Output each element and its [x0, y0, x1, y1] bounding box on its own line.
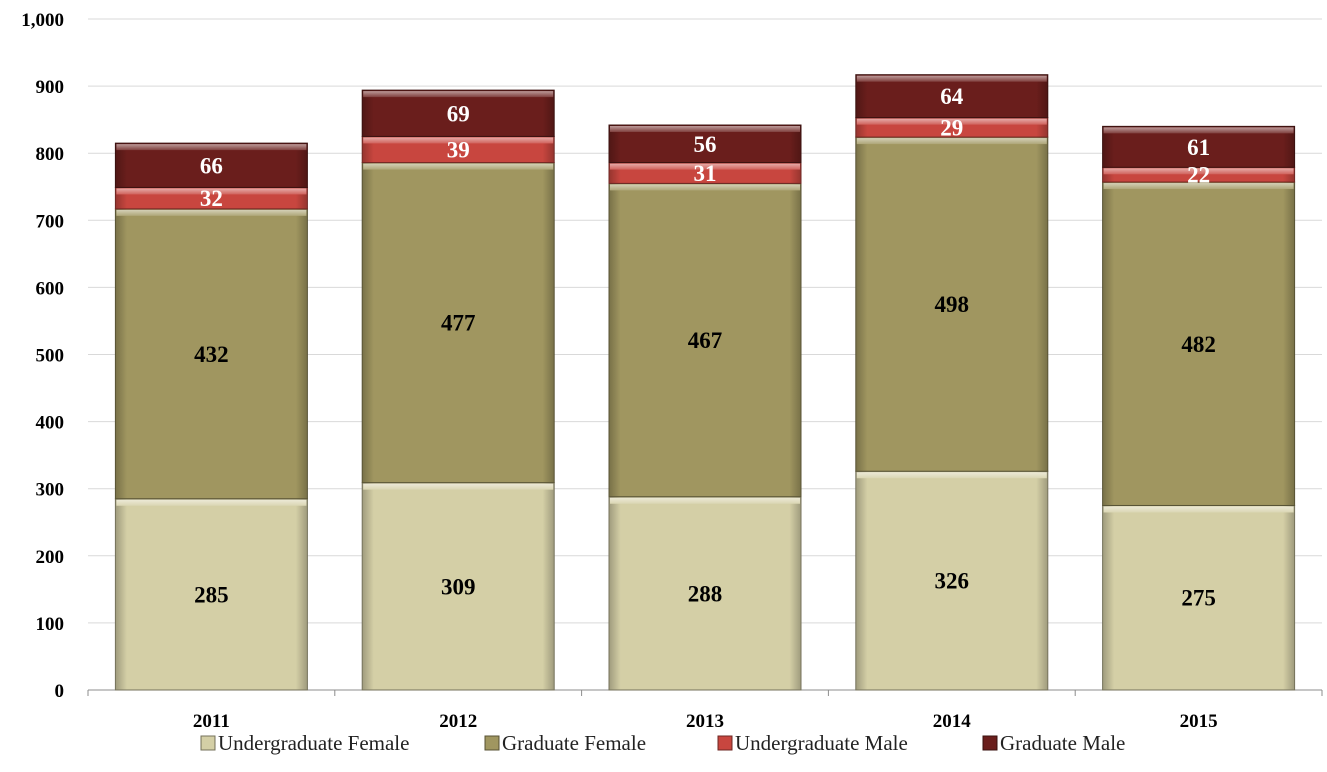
bar-bevel: [363, 483, 554, 490]
legend-label: Undergraduate Female: [218, 731, 409, 755]
data-label-graduate-male-2012: 69: [447, 101, 470, 126]
legend-item-graduate-male: Graduate Male: [982, 731, 1125, 755]
bar-bevel: [856, 75, 1047, 82]
bar-bevel: [116, 209, 307, 216]
legend-swatch: [200, 735, 216, 751]
legend-swatch: [982, 735, 998, 751]
bar-undergraduate-female-2012: [361, 482, 555, 691]
data-label-graduate-male-2015: 61: [1187, 135, 1210, 160]
data-label-graduate-male-2011: 66: [200, 153, 223, 178]
bar-graduate-female-2011: [114, 208, 308, 500]
data-label-graduate-female-2012: 477: [441, 311, 476, 336]
bar-stack-2014: [855, 74, 1049, 691]
data-label-undergraduate-male-2015: 22: [1187, 163, 1210, 188]
bar-graduate-female-2013: [608, 182, 802, 498]
data-label-undergraduate-male-2013: 31: [694, 161, 717, 186]
bar-bevel: [363, 137, 554, 144]
legend-item-undergraduate-male: Undergraduate Male: [717, 731, 908, 755]
legend-swatch: [717, 735, 733, 751]
data-labels: 285 432 32 66 309 477 39 69 288 467 31 56 326 498 29 64…: [194, 84, 1216, 611]
bar-stack-2015: [1102, 125, 1296, 691]
bar-graduate-male-2011: [114, 142, 308, 188]
y-tick-label: 600: [36, 278, 65, 299]
data-label-undergraduate-male-2014: 29: [940, 115, 963, 140]
data-label-undergraduate-female-2013: 288: [688, 581, 723, 606]
bar-bevel: [610, 163, 800, 170]
bar-bevel: [610, 126, 800, 133]
data-label-graduate-male-2014: 64: [940, 84, 964, 109]
data-label-graduate-male-2013: 56: [694, 132, 717, 157]
bar-bevel: [1103, 168, 1294, 175]
y-tick-label: 800: [36, 144, 65, 165]
legend: Undergraduate Female Graduate Female Under…: [200, 731, 1125, 755]
bar-bevel: [1103, 127, 1294, 134]
bar-stack-2011: [114, 142, 308, 691]
legend-item-graduate-female: Graduate Female: [484, 731, 646, 755]
bar-graduate-female-2015: [1102, 181, 1296, 506]
x-tick-label: 2011: [193, 711, 230, 732]
bar-undergraduate-female-2013: [608, 496, 802, 691]
bar-bevel: [1103, 506, 1294, 513]
legend-label: Graduate Female: [502, 731, 646, 755]
x-tick-label: 2013: [686, 711, 724, 732]
axes: 0 100 200 300 400 500 600 700 800 900 1,000 2011 201…: [21, 10, 1323, 732]
bar-graduate-female-2012: [361, 162, 555, 484]
legend-item-undergraduate-female: Undergraduate Female: [200, 731, 409, 755]
y-tick-label: 700: [36, 211, 65, 232]
bar-bevel: [363, 91, 554, 98]
bar-stack-2012: [361, 89, 555, 691]
bar-bevel: [116, 144, 307, 151]
data-label-graduate-female-2011: 432: [194, 342, 229, 367]
bars: [114, 74, 1296, 691]
bar-graduate-female-2014: [855, 136, 1049, 472]
y-tick-label: 400: [36, 413, 65, 434]
x-tick-label: 2012: [439, 711, 477, 732]
y-tick-label: 300: [36, 480, 65, 501]
data-label-undergraduate-female-2012: 309: [441, 574, 476, 599]
bar-bevel: [856, 118, 1047, 125]
bar-graduate-male-2012: [361, 89, 555, 137]
bar-bevel: [363, 163, 554, 170]
x-tick-label: 2014: [933, 711, 972, 732]
legend-swatch: [484, 735, 500, 751]
y-tick-label: 900: [36, 77, 65, 98]
bar-bevel: [1103, 183, 1294, 190]
data-label-graduate-female-2015: 482: [1181, 332, 1216, 357]
data-label-undergraduate-female-2011: 285: [194, 582, 229, 607]
bar-undergraduate-female-2015: [1102, 504, 1296, 691]
bar-graduate-male-2014: [855, 74, 1049, 119]
legend-label: Graduate Male: [1000, 731, 1125, 755]
data-label-undergraduate-male-2012: 39: [447, 138, 470, 163]
bar-bevel: [116, 499, 307, 506]
y-tick-label: 200: [36, 547, 65, 568]
x-tick-label: 2015: [1180, 711, 1218, 732]
bar-bevel: [856, 472, 1047, 479]
y-tick-label: 0: [55, 681, 65, 702]
bar-undergraduate-female-2014: [855, 470, 1049, 691]
data-label-undergraduate-female-2015: 275: [1181, 586, 1216, 611]
y-tick-label: 1,000: [21, 10, 64, 31]
data-label-graduate-female-2014: 498: [935, 292, 970, 317]
bar-undergraduate-female-2011: [114, 498, 308, 691]
data-label-graduate-female-2013: 467: [688, 328, 723, 353]
bar-stack-2013: [608, 124, 802, 691]
y-tick-label: 500: [36, 346, 65, 367]
bar-bevel: [116, 188, 307, 195]
legend-label: Undergraduate Male: [735, 731, 908, 755]
data-label-undergraduate-female-2014: 326: [935, 569, 970, 594]
bar-bevel: [856, 138, 1047, 145]
bar-bevel: [610, 184, 800, 191]
data-label-undergraduate-male-2011: 32: [200, 186, 223, 211]
y-tick-label: 100: [36, 614, 65, 635]
bar-bevel: [610, 497, 800, 504]
